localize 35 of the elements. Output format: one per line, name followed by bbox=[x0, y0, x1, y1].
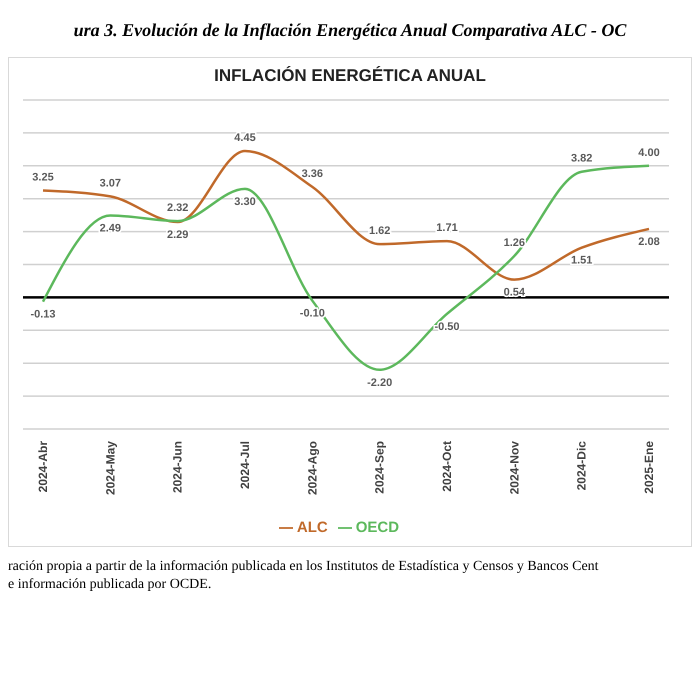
x-tick-label: 2024-Jul bbox=[238, 441, 252, 490]
data-label: -0.50 bbox=[434, 320, 460, 333]
text: e información publicada por OCDE. bbox=[8, 577, 212, 593]
x-tick-label: 2024-Oct bbox=[440, 441, 454, 492]
legend-label: OECD bbox=[356, 519, 400, 536]
data-label: 2.32 bbox=[166, 202, 188, 214]
legend-label: ALC bbox=[296, 519, 328, 536]
data-label: 3.30 bbox=[234, 196, 256, 208]
data-label: 3.07 bbox=[100, 177, 122, 190]
data-label: 0.54 bbox=[504, 286, 526, 299]
x-tick-label: 2024-Abr bbox=[36, 440, 50, 492]
data-label: 2.08 bbox=[638, 236, 660, 248]
x-tick-label: 2024-Jun bbox=[170, 441, 185, 494]
x-tick-label: 2025-Ene bbox=[642, 440, 656, 494]
x-tick-label: 2024-Sep bbox=[372, 441, 387, 494]
data-label: 1.71 bbox=[436, 222, 458, 234]
data-label: 4.00 bbox=[638, 146, 660, 159]
data-label: 1.62 bbox=[368, 225, 390, 238]
data-label: -0.13 bbox=[30, 308, 56, 321]
data-label: 2.29 bbox=[166, 229, 188, 242]
x-tick-label: 2024-Dic bbox=[574, 440, 589, 490]
data-label: 4.45 bbox=[234, 132, 256, 144]
x-tick-label: 2024-Ago bbox=[305, 441, 320, 496]
data-label: -2.20 bbox=[367, 376, 392, 389]
x-tick-label: 2024-Nov bbox=[507, 440, 522, 494]
data-label: 1.26 bbox=[504, 236, 526, 249]
data-label: 2.49 bbox=[100, 222, 122, 234]
text: ración propia a partir de la información publicada en los Institutos de Estadística y Censos y Bancos Cent bbox=[8, 559, 600, 575]
data-label: 3.82 bbox=[570, 152, 592, 165]
chart-title: INFLACIÓN ENERGÉTICA ANUAL bbox=[213, 66, 487, 86]
x-tick-label: 2024-May bbox=[103, 440, 118, 496]
data-label: 1.51 bbox=[570, 254, 592, 267]
data-label: 3.25 bbox=[32, 171, 54, 184]
data-label: 3.36 bbox=[302, 168, 324, 180]
text: ura 3. Evolución de la Inflación Energética Anual Comparativa ALC - OC bbox=[72, 20, 628, 41]
